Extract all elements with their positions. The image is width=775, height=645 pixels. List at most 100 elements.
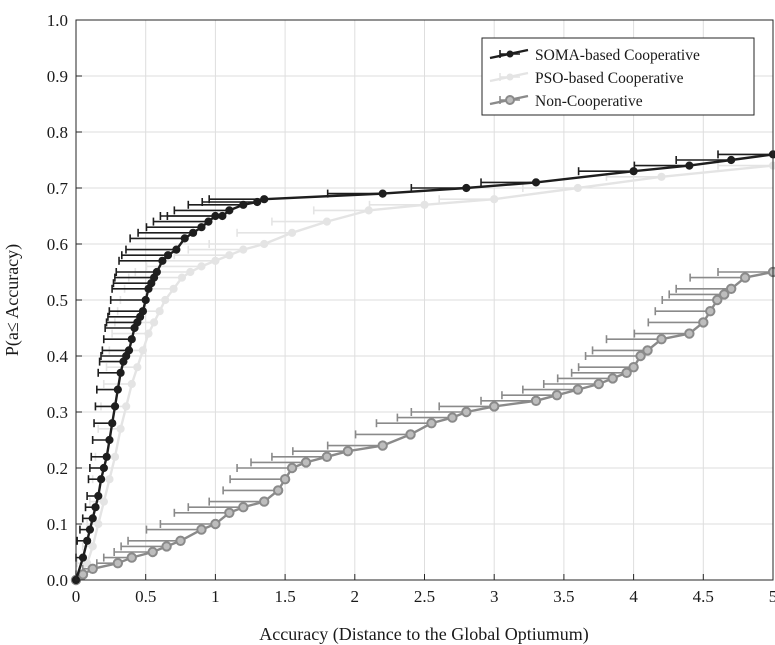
y-tick-label: 0.0 <box>47 571 68 590</box>
series-pso-point <box>364 206 373 215</box>
series-soma-point <box>102 452 111 461</box>
series-pso-point <box>94 519 103 529</box>
x-tick-label: 4 <box>629 587 638 606</box>
series-soma-point <box>685 161 694 170</box>
series-pso-point <box>88 542 97 551</box>
series-pso-point <box>287 228 297 237</box>
x-tick-label: 0.5 <box>135 587 156 606</box>
y-tick-label: 1.0 <box>47 11 68 30</box>
legend-sample-pso <box>489 71 529 83</box>
series-non-coop-point <box>77 569 89 580</box>
series-pso-point <box>573 183 582 193</box>
series-soma-point <box>188 228 198 237</box>
series-pso-point <box>127 379 136 389</box>
series-pso-point <box>116 424 125 433</box>
series-soma-point <box>124 346 134 355</box>
series-non-coop-point <box>210 518 221 530</box>
series-pso-point <box>122 402 131 411</box>
series-soma-point <box>253 197 262 207</box>
series-soma-point <box>204 217 213 226</box>
series-non-coop-point <box>739 272 751 283</box>
series-pso-point <box>144 329 153 338</box>
series-pso-point <box>322 217 332 226</box>
y-tick-label: 0.8 <box>47 123 68 142</box>
series-non-coop-point <box>461 406 472 418</box>
series-soma-point <box>127 335 136 344</box>
x-tick-label: 4.5 <box>693 587 714 606</box>
legend-label-soma: SOMA-based Cooperative <box>535 47 700 64</box>
series-pso-point <box>225 251 234 260</box>
series-non-coop-point <box>286 462 298 474</box>
series-pso-point <box>260 239 269 249</box>
series-pso-point <box>155 307 164 316</box>
series-soma-point <box>85 525 95 534</box>
series-pso-point <box>657 172 666 181</box>
y-tick-label: 0.6 <box>47 235 68 254</box>
legend: SOMA-based Cooperative PSO-based Coopera… <box>481 37 755 116</box>
series-layer <box>70 150 775 586</box>
series-pso-point <box>197 262 206 271</box>
series-non-coop-point <box>224 507 235 518</box>
series-non-coop-point <box>272 485 284 496</box>
series-soma-point <box>94 491 103 501</box>
series-soma-point <box>172 245 181 254</box>
series-soma-point <box>88 514 97 523</box>
y-tick-label: 0.9 <box>47 67 68 86</box>
series-soma-point <box>531 178 541 187</box>
series-non-coop-point <box>628 362 639 373</box>
series-non-coop-point <box>593 378 604 390</box>
x-tick-label: 2 <box>351 587 360 606</box>
series-soma-point <box>116 368 125 377</box>
series-soma-point <box>105 435 114 445</box>
series-pso-point <box>169 284 178 293</box>
x-axis-title: Accuracy (Distance to the Global Optiumu… <box>259 624 588 645</box>
series-non-coop-point <box>719 289 730 300</box>
x-tick-label: 1 <box>211 587 220 606</box>
y-tick-label: 0.2 <box>47 459 68 478</box>
y-tick-label: 0.3 <box>47 403 68 422</box>
x-tick-label: 1.5 <box>274 587 295 606</box>
series-soma-point <box>110 402 120 411</box>
series-soma-point <box>378 189 387 198</box>
series-soma <box>71 150 775 585</box>
series-pso-point <box>211 256 220 265</box>
y-tick-label: 0.1 <box>47 515 68 534</box>
legend-label-noncoop: Non-Cooperative <box>535 93 643 110</box>
x-tick-label: 5 <box>769 587 775 606</box>
series-soma-point <box>211 211 220 221</box>
series-non-coop-point <box>712 294 723 306</box>
series-non-coop-point <box>161 541 172 552</box>
series-non-coop <box>70 266 775 586</box>
series-non-coop-point <box>342 446 354 457</box>
series-non-coop-point <box>725 283 737 294</box>
legend-sample-non-coop-marker <box>505 95 515 105</box>
series-non-coop-point <box>147 546 158 558</box>
series-soma-point <box>91 503 100 512</box>
series-non-coop-point <box>426 418 437 429</box>
series-soma-point <box>141 295 150 305</box>
series-soma-point <box>239 200 248 209</box>
legend-sample-pso-marker <box>506 73 514 81</box>
y-tick-label: 0.4 <box>47 347 69 366</box>
series-non-coop-point <box>321 451 333 462</box>
legend-label-pso: PSO-based Cooperative <box>535 70 684 87</box>
series-soma-point <box>197 223 206 232</box>
series-non-coop-point <box>112 558 124 569</box>
series-soma-point <box>138 307 148 316</box>
series-non-coop-point <box>767 266 775 278</box>
series-non-coop-point <box>635 350 646 362</box>
y-axis-title: P(a≤ Accuracy) <box>2 244 23 356</box>
series-non-coop-point <box>530 395 542 406</box>
series-non-coop-point <box>377 440 388 451</box>
series-non-coop-point <box>279 474 291 485</box>
series-non-coop-point <box>551 390 563 401</box>
series-soma-point <box>768 150 775 159</box>
series-soma-point <box>180 234 189 243</box>
series-pso-point <box>133 363 142 372</box>
x-tick-label: 3 <box>490 587 499 606</box>
series-non-coop-point <box>300 457 312 468</box>
series-non-coop-point <box>238 502 249 513</box>
series-soma-point <box>99 463 108 473</box>
series-soma-point <box>158 256 167 265</box>
series-non-coop-point <box>87 563 98 574</box>
